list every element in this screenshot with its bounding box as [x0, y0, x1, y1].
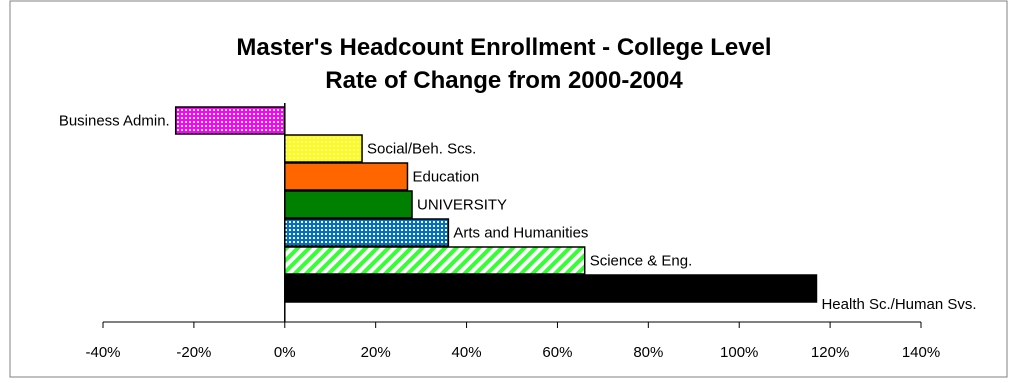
- x-tick-label: -20%: [176, 344, 211, 361]
- x-tick-label: 140%: [902, 344, 940, 361]
- x-tick-label: 100%: [720, 344, 758, 361]
- bar-business-admin: [174, 106, 286, 135]
- bar-label-education: Education: [412, 169, 479, 186]
- bar-label-science-eng: Science & Eng.: [590, 253, 693, 270]
- x-tick-label: 60%: [542, 344, 572, 361]
- bar-label-university: UNIVERSITY: [417, 197, 507, 214]
- x-tick-label: 20%: [361, 344, 391, 361]
- bar-arts-and-humanities: [284, 218, 450, 247]
- bar-university: [284, 190, 413, 219]
- x-axis: -40% -20% 0% 20% 40% 60% 80% 100% 120% 140%: [85, 103, 940, 361]
- bar-label-business-admin: Business Admin.: [59, 113, 170, 130]
- x-tick-label: 80%: [633, 344, 663, 361]
- bar-label-health-sc-human-svs: Health Sc./Human Svs.: [821, 296, 976, 313]
- chart-title-line-1: Master's Headcount Enrollment - College …: [236, 34, 771, 61]
- bar-education: [284, 162, 409, 191]
- x-tick-label: 0%: [274, 344, 296, 361]
- bar-social-beh-scs: [284, 134, 363, 163]
- x-tick-label: 120%: [811, 344, 849, 361]
- chart-title-line-2: Rate of Change from 2000-2004: [325, 67, 683, 94]
- chart-frame: [9, 0, 1008, 378]
- x-tick-label: -40%: [85, 344, 120, 361]
- bar-health-sc-human-svs: [284, 274, 818, 303]
- bars-layer: Business Admin. Social/Beh. Scs. Education…: [59, 106, 977, 313]
- bar-label-arts-and-humanities: Arts and Humanities: [453, 225, 588, 242]
- bar-label-social-beh-scs: Social/Beh. Scs.: [367, 141, 476, 158]
- bar-science-eng: [284, 246, 586, 275]
- x-tick-label: 40%: [452, 344, 482, 361]
